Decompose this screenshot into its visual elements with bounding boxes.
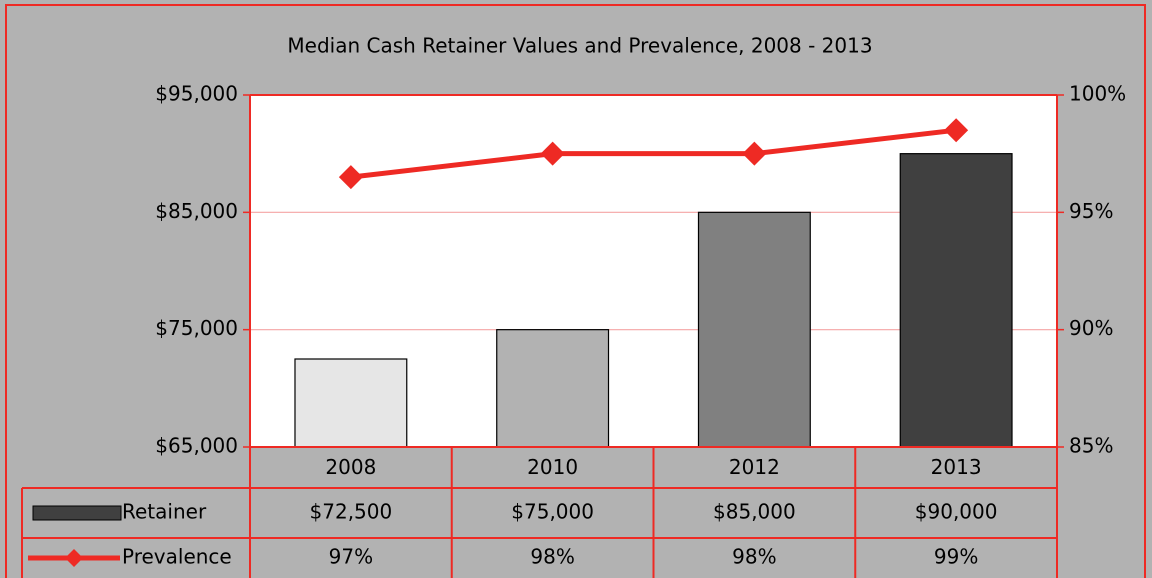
table-value: 98% [530, 545, 574, 569]
legend-key [32, 505, 122, 521]
y-tick-label: $85,000 [155, 199, 238, 223]
table-value: $75,000 [511, 500, 594, 524]
marker [338, 165, 363, 190]
table-value: 98% [732, 545, 776, 569]
table-value: $85,000 [713, 500, 796, 524]
legend-label: Prevalence [122, 545, 232, 569]
table-value: 97% [329, 545, 373, 569]
bar [496, 329, 610, 448]
y2-tick-label: 100% [1069, 82, 1126, 106]
line [350, 127, 957, 180]
table-value: 99% [934, 545, 978, 569]
y2-tick-label: 95% [1069, 199, 1113, 223]
marker [944, 118, 969, 143]
y-tick-label: $95,000 [155, 82, 238, 106]
bar [294, 358, 408, 448]
y-tick-label: $65,000 [155, 434, 238, 458]
y2-tick-label: 90% [1069, 316, 1113, 340]
x-tick-label: 2008 [325, 455, 376, 479]
legend-label: Retainer [122, 500, 207, 524]
x-tick-label: 2010 [527, 455, 578, 479]
x-tick-label: 2012 [729, 455, 780, 479]
x-tick-label: 2013 [931, 455, 982, 479]
chart-title: Median Cash Retainer Values and Prevalen… [287, 34, 872, 58]
y2-tick-label: 85% [1069, 434, 1113, 458]
marker [540, 141, 565, 166]
legend-key [65, 549, 83, 567]
y-tick-label: $75,000 [155, 316, 238, 340]
table-value: $90,000 [915, 500, 998, 524]
bar [899, 153, 1013, 448]
bar [697, 211, 811, 448]
marker [742, 141, 767, 166]
chart-border [5, 4, 1146, 578]
table-value: $72,500 [310, 500, 393, 524]
